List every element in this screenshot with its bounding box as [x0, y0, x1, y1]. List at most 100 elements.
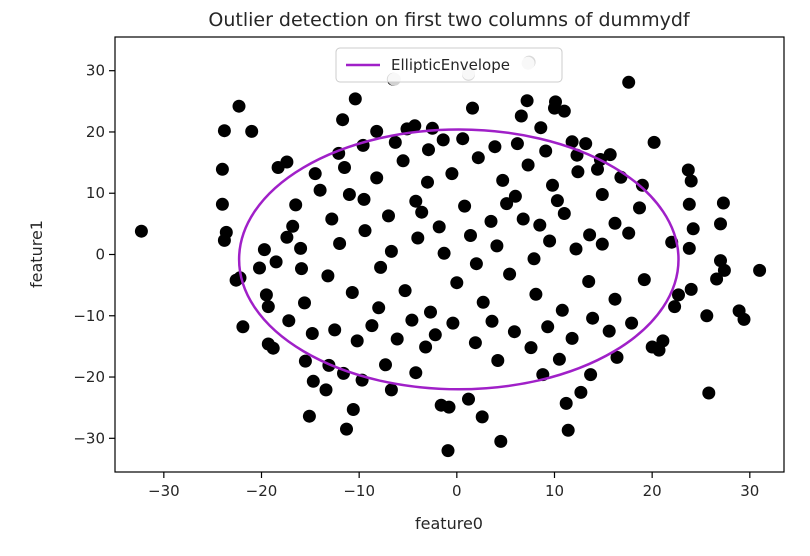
data-point	[398, 284, 412, 298]
data-point	[374, 260, 388, 274]
data-point	[469, 257, 483, 271]
legend-entry-label: EllipticEnvelope	[391, 56, 510, 74]
data-point	[217, 124, 231, 138]
data-point	[574, 385, 588, 399]
data-point	[524, 341, 538, 355]
elliptic-envelope-curve	[237, 128, 680, 391]
x-tick-label: 20	[643, 482, 662, 500]
y-tick-label: 0	[95, 246, 105, 264]
data-point	[668, 300, 682, 314]
data-point	[550, 194, 564, 208]
data-point	[306, 374, 320, 388]
y-tick-label: 20	[86, 123, 105, 141]
legend-box	[335, 47, 563, 83]
data-point	[253, 261, 266, 275]
data-point	[557, 104, 571, 118]
data-point	[269, 255, 283, 269]
data-point	[602, 324, 616, 338]
data-point	[555, 303, 569, 317]
data-point	[441, 444, 455, 458]
data-point	[476, 295, 490, 309]
data-point	[484, 214, 498, 228]
data-point	[672, 288, 685, 302]
data-point	[384, 244, 398, 258]
data-point	[608, 216, 622, 230]
x-tick-label: −30	[148, 482, 180, 500]
y-tick-label: 10	[86, 184, 105, 202]
data-point	[684, 282, 698, 296]
data-point	[714, 217, 727, 231]
data-point	[471, 151, 485, 165]
data-point	[298, 354, 312, 368]
data-point	[419, 340, 433, 354]
data-point	[390, 332, 404, 346]
data-point	[232, 99, 246, 113]
data-point	[313, 183, 327, 197]
data-point	[633, 201, 646, 215]
data-point	[496, 173, 510, 187]
data-point	[328, 323, 342, 337]
data-point	[527, 252, 541, 266]
data-point	[491, 354, 505, 367]
data-point	[485, 314, 499, 328]
data-point	[635, 178, 649, 192]
data-point	[379, 358, 392, 372]
data-point	[445, 167, 459, 181]
data-point	[348, 92, 362, 106]
data-point	[259, 288, 273, 302]
data-point	[458, 199, 472, 213]
data-point	[370, 124, 384, 138]
data-point	[591, 162, 604, 176]
data-point	[384, 383, 398, 397]
data-point	[529, 287, 543, 301]
data-point	[428, 328, 442, 342]
data-point	[595, 237, 609, 251]
data-point	[370, 171, 384, 185]
data-point	[610, 350, 624, 364]
data-point	[425, 121, 439, 135]
data-point	[541, 320, 555, 334]
data-point	[552, 352, 566, 366]
y-tick-label: −30	[73, 429, 105, 447]
data-point	[342, 188, 356, 201]
data-point	[521, 158, 535, 172]
data-point	[261, 300, 275, 314]
data-point	[534, 121, 548, 135]
data-point	[134, 224, 148, 238]
data-point	[462, 392, 475, 406]
y-axis-label: feature1	[27, 220, 46, 288]
data-point	[490, 239, 504, 253]
data-point	[514, 109, 528, 123]
data-point	[716, 196, 730, 210]
data-point	[289, 198, 303, 212]
data-point	[396, 154, 410, 168]
data-point	[340, 422, 353, 436]
data-point	[319, 383, 333, 397]
data-point	[464, 229, 477, 242]
y-tick-label: 30	[86, 62, 105, 80]
data-point	[647, 135, 661, 149]
data-point	[321, 269, 335, 283]
data-point	[365, 319, 379, 333]
data-point	[286, 219, 300, 233]
data-point	[436, 133, 450, 147]
data-point	[546, 178, 559, 192]
data-point	[582, 275, 596, 288]
data-point	[409, 194, 423, 208]
y-tick-label: −10	[73, 307, 105, 325]
data-point	[586, 311, 600, 325]
data-point	[565, 331, 579, 345]
data-point	[682, 197, 696, 211]
data-point	[652, 343, 666, 357]
data-point	[450, 276, 464, 290]
x-axis-label: feature0	[415, 514, 483, 533]
data-point	[372, 301, 386, 315]
data-point	[533, 218, 547, 232]
data-point	[229, 273, 243, 287]
x-tick-label: −10	[343, 482, 375, 500]
data-point	[305, 327, 319, 340]
data-point	[468, 336, 482, 350]
data-point	[710, 272, 724, 286]
x-tick-label: 30	[740, 482, 759, 500]
data-point	[583, 228, 597, 242]
